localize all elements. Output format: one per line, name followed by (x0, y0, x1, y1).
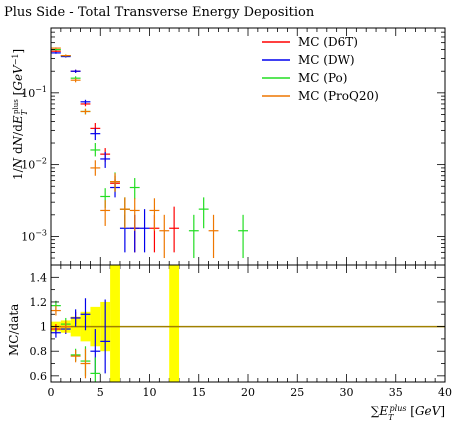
main-series (51, 47, 219, 259)
main-panel: 10−3 10−2 10−1 MC (D6T) MC (DW) MC (Po) MC (Pr… (21, 27, 446, 382)
legend-label: MC (ProQ20) (298, 89, 379, 103)
x-tick-label: 15 (192, 386, 206, 399)
y-tick-label: 10−1 (21, 85, 47, 100)
x-tick-label: 5 (97, 386, 104, 399)
ratio-y-tick-label: 1 (40, 321, 47, 334)
legend-label: MC (D6T) (298, 35, 358, 49)
ratio-y-tick-label: 1.2 (30, 296, 48, 309)
legend-label: MC (Po) (298, 71, 347, 85)
x-axis-title: ∑ETplus [GeV] (371, 404, 445, 422)
main-y-axis-title: 1/N dN/dETplus [GeV−1] (11, 49, 29, 180)
ratio-y-tick-label: 1.4 (30, 271, 48, 284)
x-tick-label: 30 (340, 386, 354, 399)
x-tick-label: 40 (438, 386, 452, 399)
x-tick-label: 35 (389, 386, 403, 399)
x-tick-label: 0 (48, 386, 55, 399)
ratio-y-tick-label: 0.8 (30, 345, 48, 358)
y-tick-label: 10−2 (21, 157, 47, 172)
legend: MC (D6T) MC (DW) MC (Po) MC (ProQ20) (262, 35, 379, 103)
data-uncertainty-band (110, 265, 120, 382)
x-tick-label: 25 (290, 386, 304, 399)
ratio-y-axis-title: MC/data (7, 304, 21, 356)
main-plot-frame (50, 27, 446, 266)
ratio-y-tick-label: 0.6 (30, 370, 48, 383)
x-tick-label: 10 (143, 386, 157, 399)
main-series (51, 50, 180, 253)
data-uncertainty-band (169, 265, 180, 382)
ratio-series (51, 298, 111, 374)
x-tick-label: 20 (241, 386, 255, 399)
ratio-series (51, 305, 91, 379)
chart-title: Plus Side - Total Transverse Energy Depo… (4, 5, 315, 20)
ratio-plot-frame (50, 264, 446, 383)
legend-label: MC (DW) (298, 53, 355, 67)
ratio-panel: 0 5 10 15 20 25 30 35 40 0.6 0.8 1 1.2 1.4 (30, 264, 452, 399)
y-tick-label: 10−3 (21, 228, 47, 243)
